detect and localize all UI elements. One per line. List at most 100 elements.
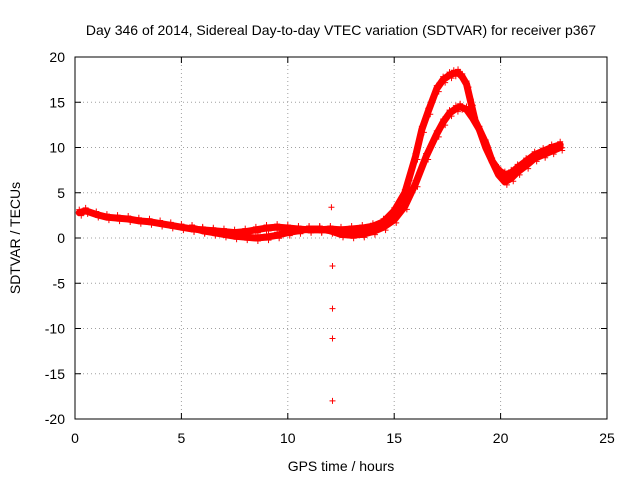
lower-track-point [369, 225, 376, 232]
lower-track-point [454, 108, 461, 115]
lower-track-point [199, 224, 206, 231]
upper-track-point [116, 218, 123, 225]
lower-track-point [503, 181, 510, 188]
upper-track-point [105, 217, 112, 224]
lower-track-point [274, 229, 281, 236]
isolated-points-point [329, 397, 336, 404]
y-tick-label: 10 [49, 140, 65, 156]
upper-track-point [348, 222, 355, 229]
lower-track-point [476, 123, 483, 130]
lower-track-point [340, 234, 346, 241]
lower-track-point [361, 234, 368, 241]
grid [75, 57, 607, 419]
x-tick-label: 25 [599, 430, 615, 446]
lower-track-point [533, 158, 540, 165]
upper-track-point [135, 214, 142, 221]
upper-track-point [242, 225, 249, 232]
upper-track-point [465, 84, 472, 91]
lower-track-point [469, 112, 476, 119]
lower-track-point [525, 165, 532, 172]
lower-track-point [448, 113, 455, 120]
lower-track-point [516, 171, 523, 178]
isolated-points-point [329, 263, 336, 270]
upper-track-point [167, 219, 174, 226]
lower-track-point [210, 226, 217, 233]
lower-track-point [284, 226, 291, 233]
upper-track-point [263, 222, 270, 229]
upper-track-point [448, 75, 455, 82]
lower-track-point [489, 155, 496, 162]
lower-track-point [263, 231, 270, 238]
lower-track-point [433, 127, 440, 134]
upper-track-point [425, 105, 432, 112]
upper-track-point [95, 214, 102, 221]
upper-track-point [76, 206, 83, 213]
upper-track-point [467, 96, 474, 103]
upper-track-point [442, 79, 449, 86]
upper-track-point [435, 88, 442, 95]
lower-track-point [491, 161, 498, 168]
lower-track-point [295, 224, 302, 231]
lower-track-point [471, 118, 478, 125]
y-tick-label: -15 [45, 366, 65, 382]
lower-track-point [348, 229, 355, 236]
x-tick-label: 15 [386, 430, 402, 446]
upper-track-point [459, 70, 466, 77]
lower-track-point [510, 178, 517, 185]
lower-track-point [189, 222, 196, 229]
lower-track-point [425, 156, 432, 163]
lower-track-point [393, 219, 400, 226]
isolated-points-point [329, 305, 336, 312]
y-tick-label: 5 [57, 185, 65, 201]
lower-track-point [463, 103, 470, 110]
lower-track-point [495, 168, 502, 175]
lower-track-point [403, 206, 410, 213]
y-tick-label: 0 [57, 230, 65, 246]
lower-track-point [316, 222, 323, 229]
lower-track-point [350, 235, 357, 242]
y-tick-label: 20 [49, 49, 65, 65]
y-tick-label: -5 [53, 275, 66, 291]
lower-track-point [435, 133, 442, 140]
upper-track-point [501, 168, 508, 175]
upper-track-point [78, 212, 85, 219]
lower-track-point [327, 224, 334, 231]
upper-track-point [412, 150, 419, 157]
upper-track-point [169, 225, 176, 232]
upper-track-point [427, 111, 434, 118]
upper-track-point [433, 82, 440, 89]
lower-track-point [514, 165, 521, 172]
upper-track-point [125, 212, 132, 219]
lower-track-point [306, 222, 313, 229]
isolated-points-point [329, 335, 336, 342]
x-tick-label: 0 [71, 430, 79, 446]
lower-track-point [359, 228, 366, 235]
lower-track-point [412, 177, 419, 184]
lower-track-point [478, 129, 485, 136]
upper-track-point [274, 221, 281, 228]
x-tick-label: 20 [493, 430, 509, 446]
x-tick-label: 5 [178, 430, 186, 446]
lower-track-point [559, 147, 566, 154]
lower-track-point [244, 237, 251, 244]
lower-track-point [276, 235, 283, 242]
lower-track-point [222, 234, 229, 241]
lower-track-point [318, 228, 325, 235]
lower-track-point [459, 106, 466, 113]
lower-track-point [423, 150, 430, 157]
lower-track-point [557, 141, 564, 148]
y-tick-label: -20 [45, 411, 65, 427]
lower-track-point [338, 228, 344, 235]
lower-track-point [540, 148, 547, 155]
lower-track-point [308, 228, 315, 235]
lower-track-point [446, 107, 453, 114]
upper-track-point [146, 215, 153, 222]
upper-track-point [469, 102, 476, 109]
lower-track-point [286, 232, 293, 239]
lower-track-point [220, 228, 227, 235]
upper-track-point [159, 223, 166, 230]
lower-track-point [201, 230, 208, 237]
lower-track-point [465, 109, 472, 116]
data-points [75, 66, 566, 404]
upper-track-point [180, 227, 187, 234]
